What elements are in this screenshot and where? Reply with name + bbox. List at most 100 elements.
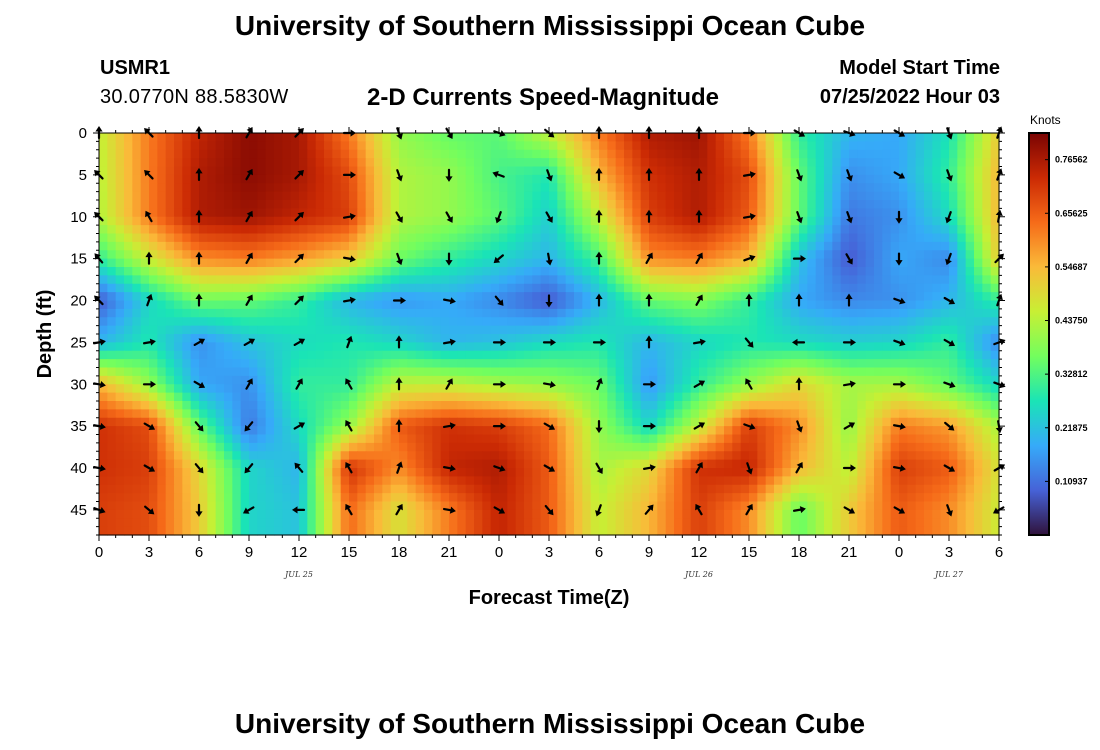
heatmap-cell bbox=[399, 133, 408, 142]
heatmap-cell bbox=[690, 375, 700, 385]
heatmap-cell bbox=[874, 417, 883, 427]
heatmap-cell bbox=[415, 442, 425, 452]
heatmap-cell bbox=[965, 292, 975, 302]
heatmap-cell bbox=[674, 426, 683, 436]
heatmap-cell bbox=[565, 208, 575, 218]
heatmap-cell bbox=[624, 392, 633, 402]
heatmap-cell bbox=[515, 493, 525, 503]
heatmap-cell bbox=[840, 292, 850, 302]
heatmap-cell bbox=[365, 141, 375, 151]
heatmap-cell bbox=[815, 233, 825, 243]
heatmap-cell bbox=[724, 250, 733, 260]
heatmap-cell bbox=[249, 174, 258, 184]
heatmap-cell bbox=[590, 225, 600, 235]
heatmap-cell bbox=[349, 308, 358, 318]
heatmap-cell bbox=[732, 334, 742, 343]
heatmap-cell bbox=[115, 208, 125, 218]
heatmap-cell bbox=[715, 233, 725, 243]
heatmap-cell bbox=[465, 401, 475, 410]
heatmap-cell bbox=[857, 359, 867, 369]
heatmap-cell bbox=[124, 149, 133, 159]
heatmap-cell bbox=[557, 283, 567, 293]
heatmap-cell bbox=[149, 241, 158, 251]
heatmap-cell bbox=[890, 200, 900, 209]
heatmap-cell bbox=[657, 375, 667, 385]
heatmap-cell bbox=[682, 241, 692, 251]
heatmap-cell bbox=[624, 258, 633, 268]
heatmap-cell bbox=[390, 208, 400, 218]
heatmap-cell bbox=[365, 409, 375, 419]
heatmap-cell bbox=[965, 501, 975, 511]
heatmap-cell bbox=[265, 158, 275, 168]
heatmap-cell bbox=[315, 158, 325, 168]
heatmap-cell bbox=[724, 149, 733, 159]
heatmap-cell bbox=[515, 241, 525, 251]
heatmap-cell bbox=[690, 384, 700, 394]
heatmap-cell bbox=[565, 275, 575, 285]
heatmap-cell bbox=[615, 208, 625, 218]
heatmap-cell bbox=[932, 342, 942, 352]
heatmap-cell bbox=[815, 166, 825, 176]
heatmap-cell bbox=[965, 509, 975, 519]
heatmap-cell bbox=[307, 451, 317, 461]
heatmap-cell bbox=[490, 141, 500, 151]
heatmap-cell bbox=[707, 426, 717, 436]
heatmap-cell bbox=[224, 501, 233, 511]
heatmap-cell bbox=[949, 426, 958, 436]
heatmap-cell bbox=[840, 233, 850, 243]
heatmap-cell bbox=[390, 225, 400, 235]
heatmap-cell bbox=[907, 367, 917, 377]
heatmap-cell bbox=[390, 375, 400, 385]
heatmap-cell bbox=[482, 501, 492, 511]
heatmap-cell bbox=[615, 484, 625, 494]
heatmap-cell bbox=[632, 292, 642, 302]
heatmap-cell bbox=[340, 233, 350, 243]
heatmap-cell bbox=[574, 166, 583, 176]
heatmap-cell bbox=[649, 434, 658, 444]
heatmap-cell bbox=[299, 200, 308, 209]
heatmap-cell bbox=[840, 166, 850, 176]
heatmap-cell bbox=[532, 334, 542, 343]
heatmap-cell bbox=[465, 501, 475, 511]
heatmap-cell bbox=[890, 216, 900, 226]
heatmap-cell bbox=[315, 308, 325, 318]
heatmap-cell bbox=[132, 225, 142, 235]
heatmap-cell bbox=[207, 342, 217, 352]
heatmap-cell bbox=[649, 384, 658, 394]
heatmap-cell bbox=[515, 317, 525, 327]
heatmap-cell bbox=[324, 375, 333, 385]
heatmap-cell bbox=[207, 375, 217, 385]
heatmap-cell bbox=[149, 501, 158, 511]
heatmap-cell bbox=[832, 468, 842, 477]
heatmap-cell bbox=[265, 367, 275, 377]
heatmap-cell bbox=[232, 250, 242, 260]
heatmap-cell bbox=[432, 451, 442, 461]
heatmap-cell bbox=[265, 208, 275, 218]
heatmap-cell bbox=[365, 359, 375, 369]
heatmap-cell bbox=[190, 267, 200, 276]
heatmap-cell bbox=[240, 208, 250, 218]
heatmap-cell bbox=[665, 325, 675, 335]
heatmap-cell bbox=[532, 451, 542, 461]
heatmap-cell bbox=[849, 401, 858, 410]
heatmap-cell bbox=[649, 241, 658, 251]
heatmap-cell bbox=[632, 359, 642, 369]
heatmap-cell bbox=[665, 258, 675, 268]
heatmap-cell bbox=[815, 501, 825, 511]
heatmap-cell bbox=[340, 174, 350, 184]
heatmap-cell bbox=[615, 275, 625, 285]
heatmap-cell bbox=[115, 342, 125, 352]
heatmap-cell bbox=[107, 149, 117, 159]
heatmap-cell bbox=[232, 292, 242, 302]
heatmap-cell bbox=[640, 317, 650, 327]
heatmap-cell bbox=[490, 233, 500, 243]
heatmap-cell bbox=[690, 476, 700, 486]
heatmap-cell bbox=[615, 300, 625, 310]
heatmap-cell bbox=[465, 292, 475, 302]
heatmap-cell bbox=[290, 451, 300, 461]
heatmap-cell bbox=[990, 191, 1000, 201]
heatmap-cell bbox=[507, 401, 517, 410]
heatmap-cell bbox=[774, 317, 783, 327]
heatmap-cell bbox=[282, 191, 292, 201]
heatmap-cell bbox=[557, 350, 567, 360]
